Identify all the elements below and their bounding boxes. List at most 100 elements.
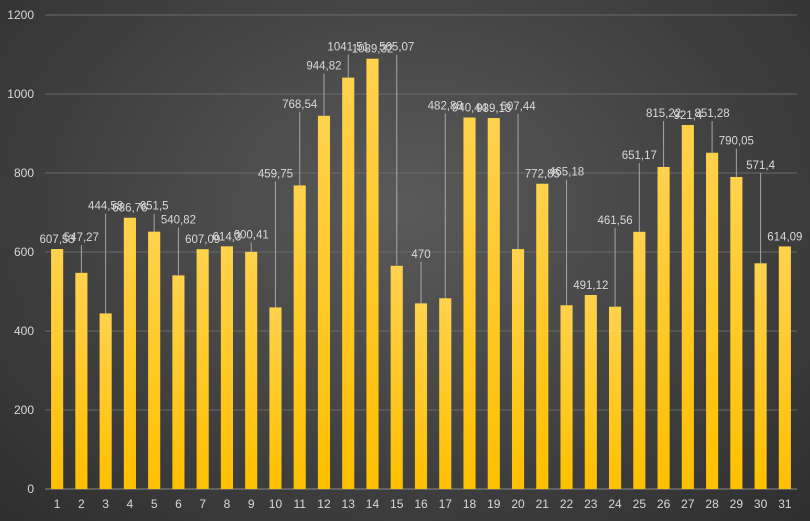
bar [342, 77, 355, 490]
data-label: 600,41 [234, 229, 269, 241]
y-tick-label: 400 [14, 324, 34, 338]
data-label: 851,28 [695, 108, 730, 120]
x-tick-label: 10 [269, 497, 283, 511]
data-label: 465,18 [549, 167, 584, 179]
data-label: 940,44 [452, 103, 488, 115]
data-label: 614,09 [767, 231, 802, 243]
data-label: 470 [411, 249, 430, 261]
bar [584, 295, 597, 489]
data-label: 607,09 [185, 234, 220, 246]
bar [463, 117, 476, 490]
x-tick-label: 3 [102, 497, 109, 511]
data-label: 461,56 [597, 215, 632, 227]
x-tick-label: 23 [584, 497, 598, 511]
bar [293, 185, 306, 489]
data-label: 491,12 [573, 280, 608, 292]
x-tick-label: 30 [754, 497, 768, 511]
bar [75, 272, 88, 489]
data-label: 772,85 [525, 169, 560, 181]
bar [633, 231, 646, 490]
data-label: 607,44 [500, 101, 536, 113]
x-tick-label: 20 [511, 497, 525, 511]
y-tick-label: 0 [27, 482, 34, 496]
x-tick-label: 17 [439, 497, 453, 511]
x-tick-label: 26 [657, 497, 671, 511]
x-tick-label: 28 [705, 497, 719, 511]
data-label: 651,5 [140, 201, 169, 213]
x-tick-label: 9 [248, 497, 255, 511]
x-tick-label: 12 [317, 497, 331, 511]
bar [414, 303, 428, 489]
data-label: 944,82 [306, 61, 341, 73]
x-tick-label: 19 [487, 497, 501, 511]
x-tick-label: 6 [175, 497, 182, 511]
x-tick-label: 13 [342, 497, 356, 511]
x-tick-label: 4 [127, 497, 134, 511]
bar [99, 313, 112, 489]
bar [560, 305, 573, 489]
bar [390, 265, 403, 489]
bar [51, 249, 64, 489]
bar [511, 249, 525, 489]
bar [123, 217, 136, 489]
bar [536, 183, 549, 489]
data-label: 547,27 [64, 232, 99, 244]
bar [148, 231, 161, 489]
y-axis-ticks: 0 200 400 600 800 1000 1200 [7, 8, 34, 496]
x-tick-label: 15 [390, 497, 404, 511]
data-label: 815,22 [646, 108, 681, 120]
bar [366, 58, 379, 490]
data-label: 614,3 [213, 231, 242, 243]
bars [51, 58, 791, 490]
x-tick-label: 7 [199, 497, 206, 511]
y-tick-label: 1000 [7, 87, 34, 101]
bar [172, 275, 185, 489]
data-label: 790,05 [719, 136, 754, 148]
bar [439, 298, 452, 489]
y-tick-label: 600 [14, 245, 34, 259]
bar [657, 166, 670, 489]
data-label: 444,58 [88, 201, 123, 213]
leader-lines [80, 54, 762, 314]
x-tick-label: 24 [608, 497, 622, 511]
x-tick-label: 21 [536, 497, 550, 511]
data-label: 565,07 [379, 42, 414, 54]
bar [220, 246, 233, 489]
bar [706, 152, 719, 490]
y-tick-label: 200 [14, 403, 34, 417]
x-tick-label: 14 [366, 497, 380, 511]
x-tick-label: 29 [730, 497, 744, 511]
data-label: 1041,51 [327, 42, 369, 54]
data-label: 482,88 [428, 101, 463, 113]
data-label: 651,17 [622, 150, 657, 162]
data-label: 768,54 [282, 99, 318, 111]
y-tick-label: 800 [14, 166, 34, 180]
bar [196, 249, 209, 489]
x-tick-label: 5 [151, 497, 158, 511]
x-axis-ticks: 1 2 3 4 5 6 7 8 9 10 11 12 13 14 15 16 17 18 19 20 21 22 23 24 2… [54, 497, 792, 511]
bar [609, 306, 622, 489]
bar [245, 251, 258, 489]
x-tick-label: 11 [293, 497, 306, 511]
x-tick-label: 18 [463, 497, 477, 511]
bar [681, 125, 694, 489]
data-label: 607,53 [40, 234, 75, 246]
bar [269, 307, 282, 489]
y-tick-label: 1200 [7, 8, 34, 22]
x-tick-label: 8 [224, 497, 231, 511]
x-tick-label: 16 [414, 497, 428, 511]
data-label: 1089,32 [352, 44, 394, 56]
x-tick-label: 31 [778, 497, 792, 511]
data-label: 686,76 [112, 203, 147, 215]
data-label: 571,4 [746, 160, 775, 172]
bar [778, 246, 791, 489]
x-tick-label: 1 [54, 497, 61, 511]
data-label: 540,82 [161, 215, 196, 227]
data-label: 939,13 [476, 103, 511, 115]
bar [487, 118, 500, 490]
x-tick-label: 22 [560, 497, 574, 511]
x-tick-label: 2 [78, 497, 85, 511]
data-label: 459,75 [258, 168, 293, 180]
